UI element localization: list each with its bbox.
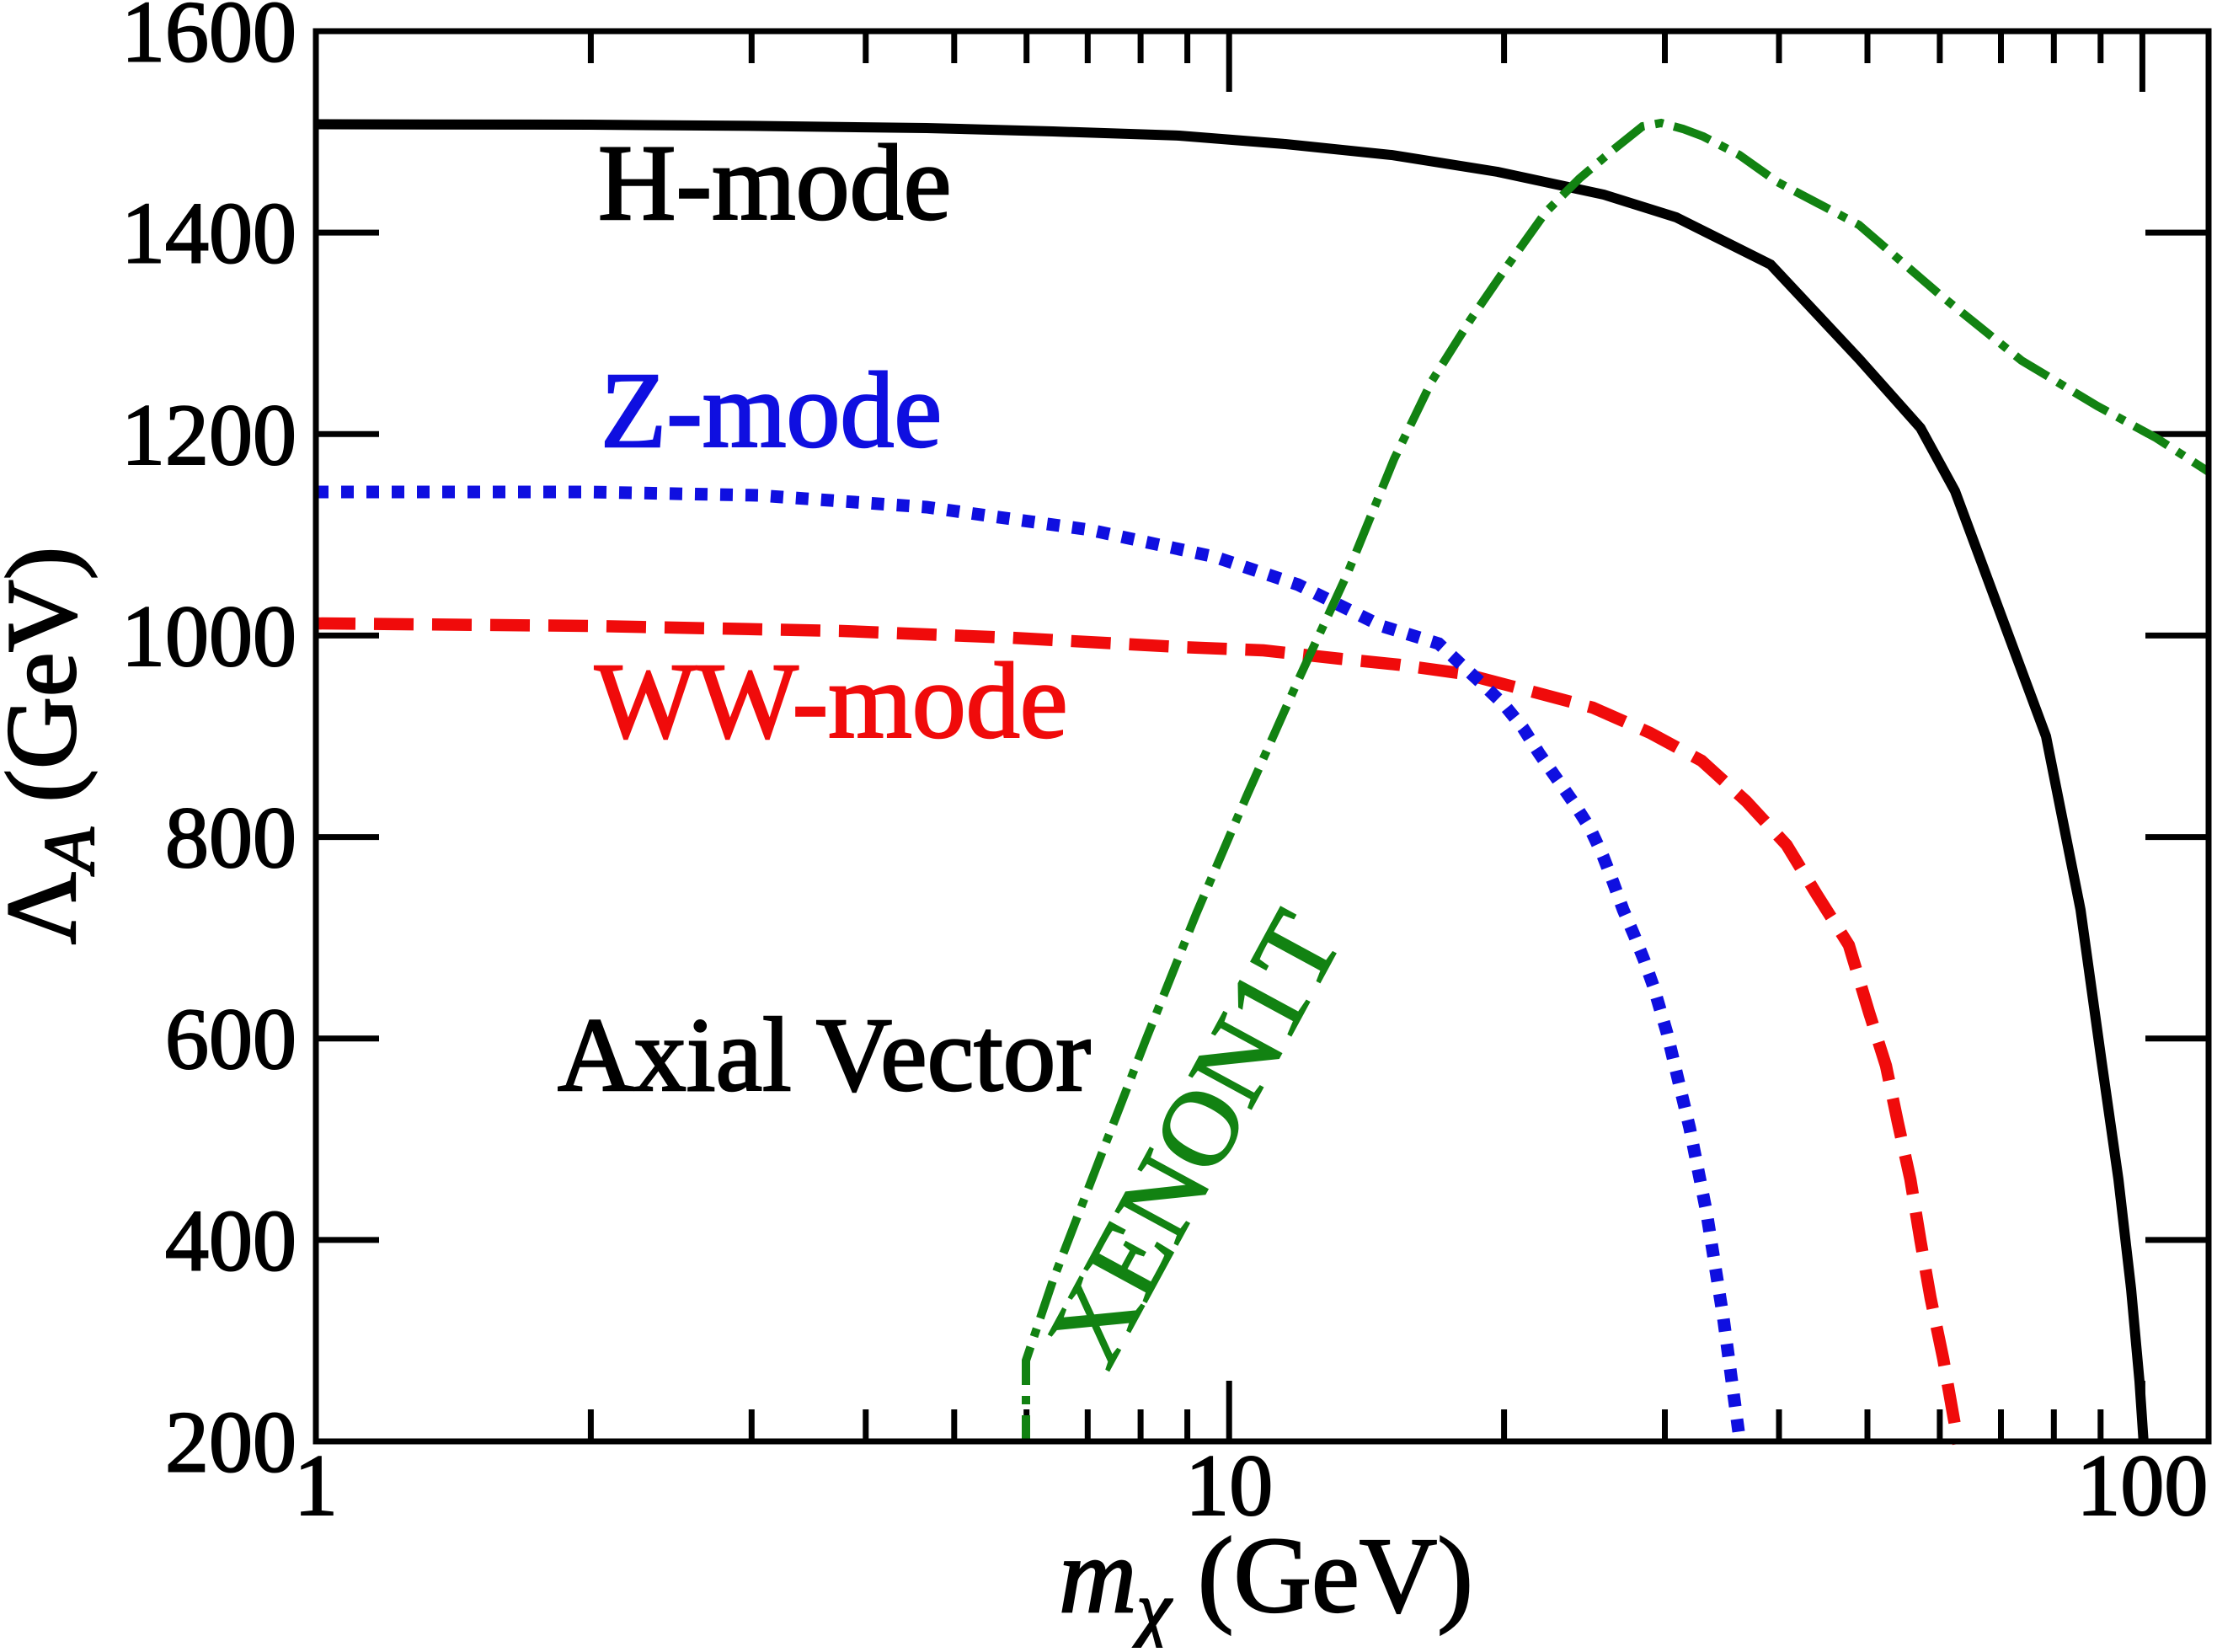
svg-text:200: 200 xyxy=(165,1394,296,1491)
svg-text:Axial Vector: Axial Vector xyxy=(558,997,1091,1114)
svg-text:10: 10 xyxy=(1185,1437,1273,1534)
svg-text:1600: 1600 xyxy=(121,0,296,81)
svg-text:mχ (GeV): mχ (GeV) xyxy=(1059,1516,1473,1648)
svg-text:600: 600 xyxy=(165,991,296,1088)
svg-text:WW-mode: WW-mode xyxy=(595,641,1068,761)
svg-text:100: 100 xyxy=(2076,1437,2208,1534)
svg-text:1400: 1400 xyxy=(121,185,296,282)
svg-text:400: 400 xyxy=(165,1192,296,1289)
svg-text:ΛA (GeV): ΛA (GeV) xyxy=(0,547,110,945)
svg-text:1: 1 xyxy=(294,1437,338,1534)
svg-text:800: 800 xyxy=(165,789,296,886)
svg-text:H-mode: H-mode xyxy=(598,123,951,243)
svg-text:1200: 1200 xyxy=(121,387,296,484)
svg-text:Z-mode: Z-mode xyxy=(601,350,942,470)
svg-text:1000: 1000 xyxy=(121,588,296,685)
